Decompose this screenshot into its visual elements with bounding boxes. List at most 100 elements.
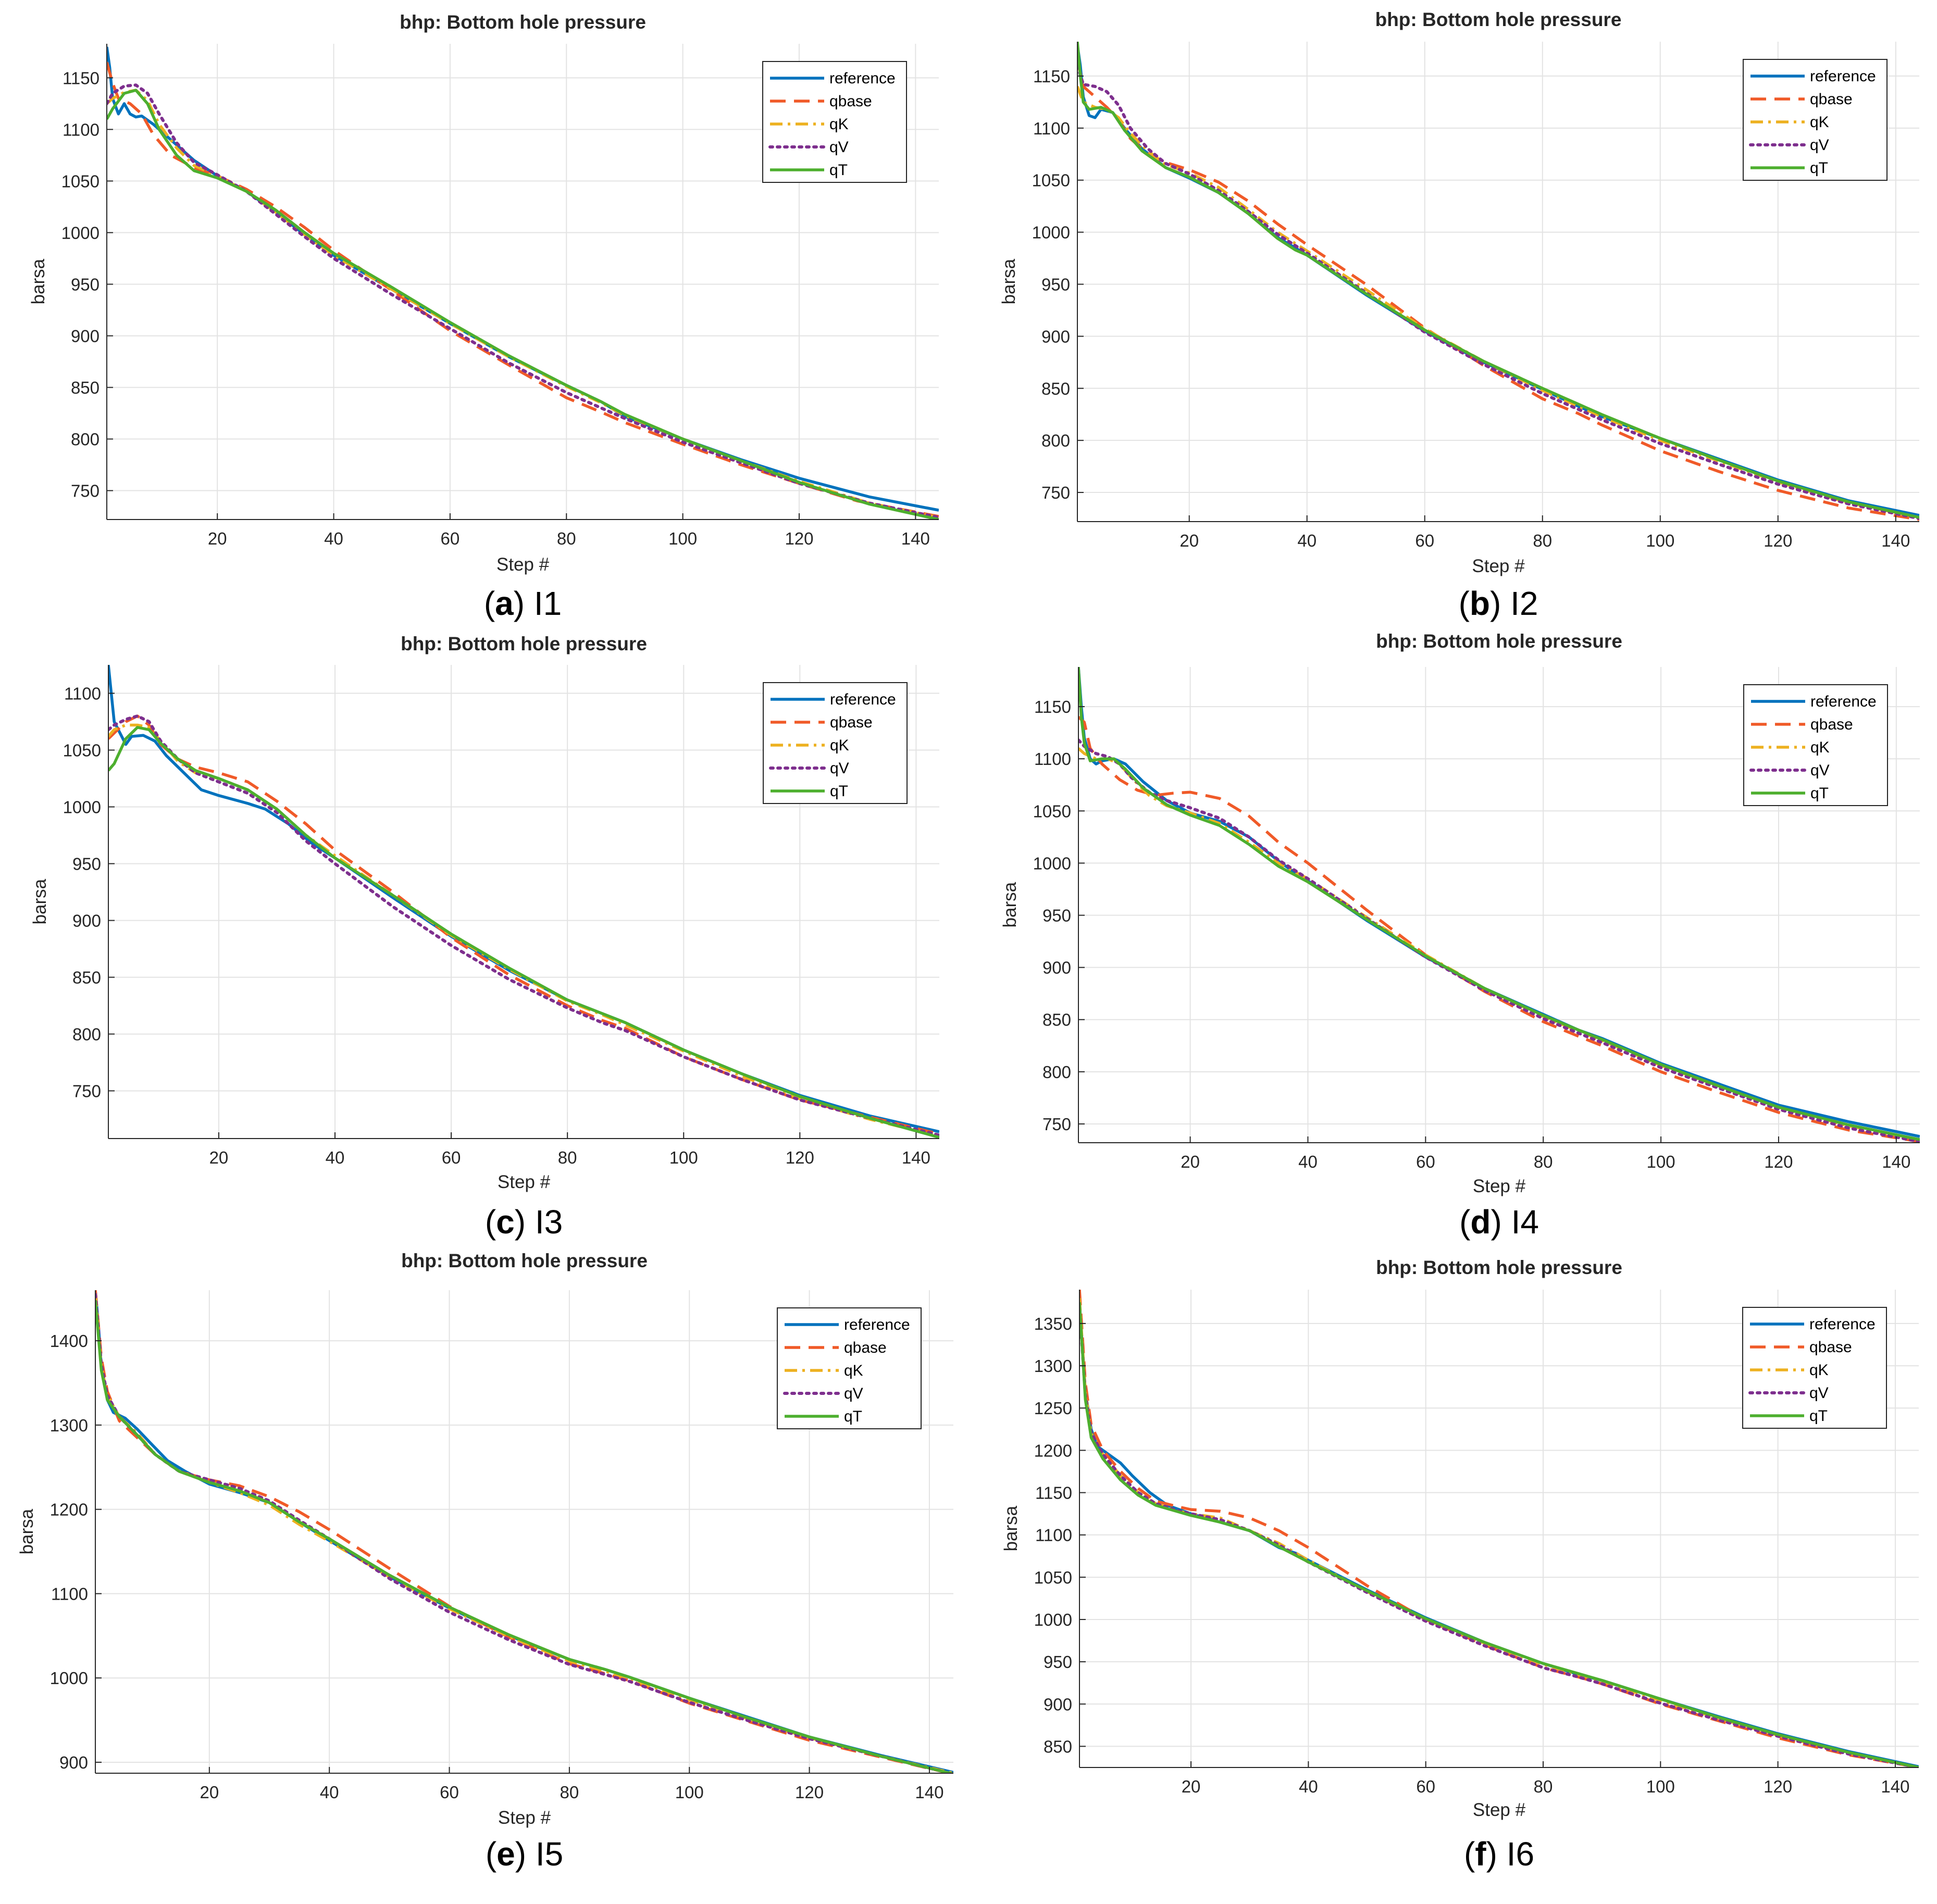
x-tick-label: 120 bbox=[1764, 1777, 1792, 1796]
y-tick-label: 900 bbox=[1044, 1695, 1072, 1714]
y-tick-label: 850 bbox=[1041, 379, 1070, 398]
legend-label-reference: reference bbox=[1810, 693, 1877, 710]
y-tick-label: 1050 bbox=[61, 171, 100, 191]
legend-label-qbase: qbase bbox=[1809, 1339, 1852, 1356]
legend-label-qT: qT bbox=[1810, 159, 1828, 177]
y-tick-label: 1350 bbox=[1034, 1314, 1072, 1333]
legend-label-qT: qT bbox=[829, 162, 848, 179]
legend-label-qT: qT bbox=[1810, 785, 1829, 802]
panel-letter: d bbox=[1470, 1203, 1491, 1241]
y-tick-label: 900 bbox=[72, 911, 101, 930]
series-line-qV bbox=[107, 83, 939, 519]
y-tick-label: 950 bbox=[1042, 906, 1071, 925]
x-tick-label: 100 bbox=[1646, 531, 1674, 550]
y-tick-label: 1000 bbox=[1034, 1610, 1072, 1629]
y-tick-label: 1150 bbox=[1034, 697, 1071, 716]
x-axis-label: Step # bbox=[1472, 556, 1525, 576]
legend-label-reference: reference bbox=[844, 1316, 910, 1333]
y-tick-label: 1150 bbox=[1035, 1483, 1072, 1503]
y-tick-label: 750 bbox=[1041, 483, 1070, 502]
legend-box bbox=[763, 682, 908, 804]
y-tick-label: 900 bbox=[59, 1753, 88, 1772]
x-tick-label: 100 bbox=[1646, 1777, 1675, 1796]
chart-panel-I4: 20 40 60 80 100 120 140 750 800 850 900 950 1000 1050… bbox=[1000, 630, 1920, 1241]
y-tick-label: 800 bbox=[72, 1024, 101, 1044]
series-line-qT bbox=[1079, 1302, 1919, 1767]
y-tick-label: 1050 bbox=[1034, 1568, 1072, 1587]
x-tick-label: 60 bbox=[442, 1148, 461, 1167]
panel-name: I3 bbox=[535, 1203, 563, 1241]
panel-name: I5 bbox=[536, 1835, 563, 1873]
legend-label-qbase: qbase bbox=[829, 93, 872, 110]
x-tick-label: 20 bbox=[209, 1148, 229, 1167]
y-tick-label: 750 bbox=[71, 481, 100, 501]
series-lines bbox=[108, 665, 939, 1139]
chart-panel-I2: 20 40 60 80 100 120 140 750 800 850 900 950 1000 1050… bbox=[999, 9, 1919, 622]
y-tick-label: 1000 bbox=[63, 797, 101, 817]
y-tick-label: 850 bbox=[1044, 1737, 1072, 1756]
panel-letter: e bbox=[496, 1835, 515, 1873]
chart-title: bhp: Bottom hole pressure bbox=[1375, 9, 1622, 30]
x-tick-label: 140 bbox=[915, 1783, 943, 1802]
x-tick-label: 20 bbox=[1181, 1152, 1200, 1171]
series-line-qV bbox=[108, 714, 939, 1137]
series-line-qT bbox=[107, 89, 939, 520]
x-tick-label: 120 bbox=[786, 1148, 814, 1167]
x-axis-label: Step # bbox=[498, 1808, 551, 1828]
x-tick-label: 60 bbox=[1415, 531, 1434, 550]
y-tick-label: 1400 bbox=[50, 1331, 88, 1351]
legend-label-qV: qV bbox=[1810, 762, 1830, 779]
x-tick-label: 80 bbox=[560, 1783, 579, 1802]
y-tick-label: 1300 bbox=[50, 1416, 88, 1435]
y-axis-label: barsa bbox=[1000, 882, 1020, 928]
series-line-qT bbox=[108, 726, 939, 1139]
series-line-qbase bbox=[107, 61, 939, 518]
panel-letter: f bbox=[1475, 1835, 1486, 1873]
y-tick-label: 950 bbox=[1041, 275, 1070, 294]
x-tick-label: 40 bbox=[1298, 1152, 1318, 1171]
chart-title: bhp: Bottom hole pressure bbox=[401, 1250, 648, 1271]
y-tick-label: 1100 bbox=[51, 1584, 88, 1603]
panel-letter: a bbox=[495, 585, 514, 622]
y-tick-label: 900 bbox=[1042, 958, 1071, 978]
y-tick-label: 1250 bbox=[1034, 1399, 1072, 1418]
x-tick-label: 20 bbox=[1182, 1777, 1201, 1796]
x-axis-label: Step # bbox=[496, 554, 550, 575]
y-tick-label: 950 bbox=[71, 275, 100, 294]
legend-label-reference: reference bbox=[829, 70, 896, 87]
panel-letter: b bbox=[1470, 585, 1490, 622]
x-tick-label: 20 bbox=[208, 529, 227, 548]
legend-label-qbase: qbase bbox=[1810, 91, 1853, 108]
legend: reference qbase qK qV qT bbox=[1742, 1307, 1887, 1429]
y-tick-label: 750 bbox=[72, 1081, 101, 1101]
chart-panel-I3: 20 40 60 80 100 120 140 750 800 850 900 950 1000 1050… bbox=[30, 633, 939, 1241]
chart-title: bhp: Bottom hole pressure bbox=[401, 633, 647, 654]
legend-label-qbase: qbase bbox=[1810, 716, 1853, 733]
legend-label-qK: qK bbox=[1810, 739, 1830, 756]
legend-label-qK: qK bbox=[844, 1362, 863, 1379]
y-tick-label: 1300 bbox=[1034, 1356, 1072, 1376]
panel-name: I4 bbox=[1511, 1203, 1539, 1241]
legend-label-qK: qK bbox=[1809, 1362, 1829, 1379]
legend-label-qT: qT bbox=[830, 783, 848, 800]
series-line-qbase bbox=[95, 1290, 953, 1773]
series-line-qT bbox=[95, 1300, 953, 1773]
legend-label-qT: qT bbox=[844, 1408, 862, 1425]
chart-panel-I6: 20 40 60 80 100 120 140 850 900 950 1000 1050 1100 11… bbox=[1001, 1257, 1919, 1873]
y-tick-label: 800 bbox=[1042, 1062, 1071, 1082]
panel-name: I1 bbox=[534, 585, 562, 622]
x-tick-label: 140 bbox=[1882, 1152, 1910, 1171]
chart-panel-I5: 20 40 60 80 100 120 140 900 1000 1100 1200 1300 1400… bbox=[17, 1250, 953, 1873]
x-tick-label: 120 bbox=[1764, 1152, 1793, 1171]
y-tick-label: 850 bbox=[71, 378, 100, 397]
y-axis-label: barsa bbox=[30, 879, 50, 924]
series-lines bbox=[1079, 1290, 1919, 1767]
legend-label-qV: qV bbox=[844, 1385, 863, 1402]
y-tick-label: 1150 bbox=[63, 68, 100, 88]
x-tick-label: 80 bbox=[558, 1148, 577, 1167]
panel-caption: (b) I2 bbox=[1459, 585, 1538, 622]
legend-label-qK: qK bbox=[829, 116, 849, 133]
legend-label-reference: reference bbox=[830, 691, 896, 708]
series-line-qT bbox=[1077, 42, 1919, 519]
